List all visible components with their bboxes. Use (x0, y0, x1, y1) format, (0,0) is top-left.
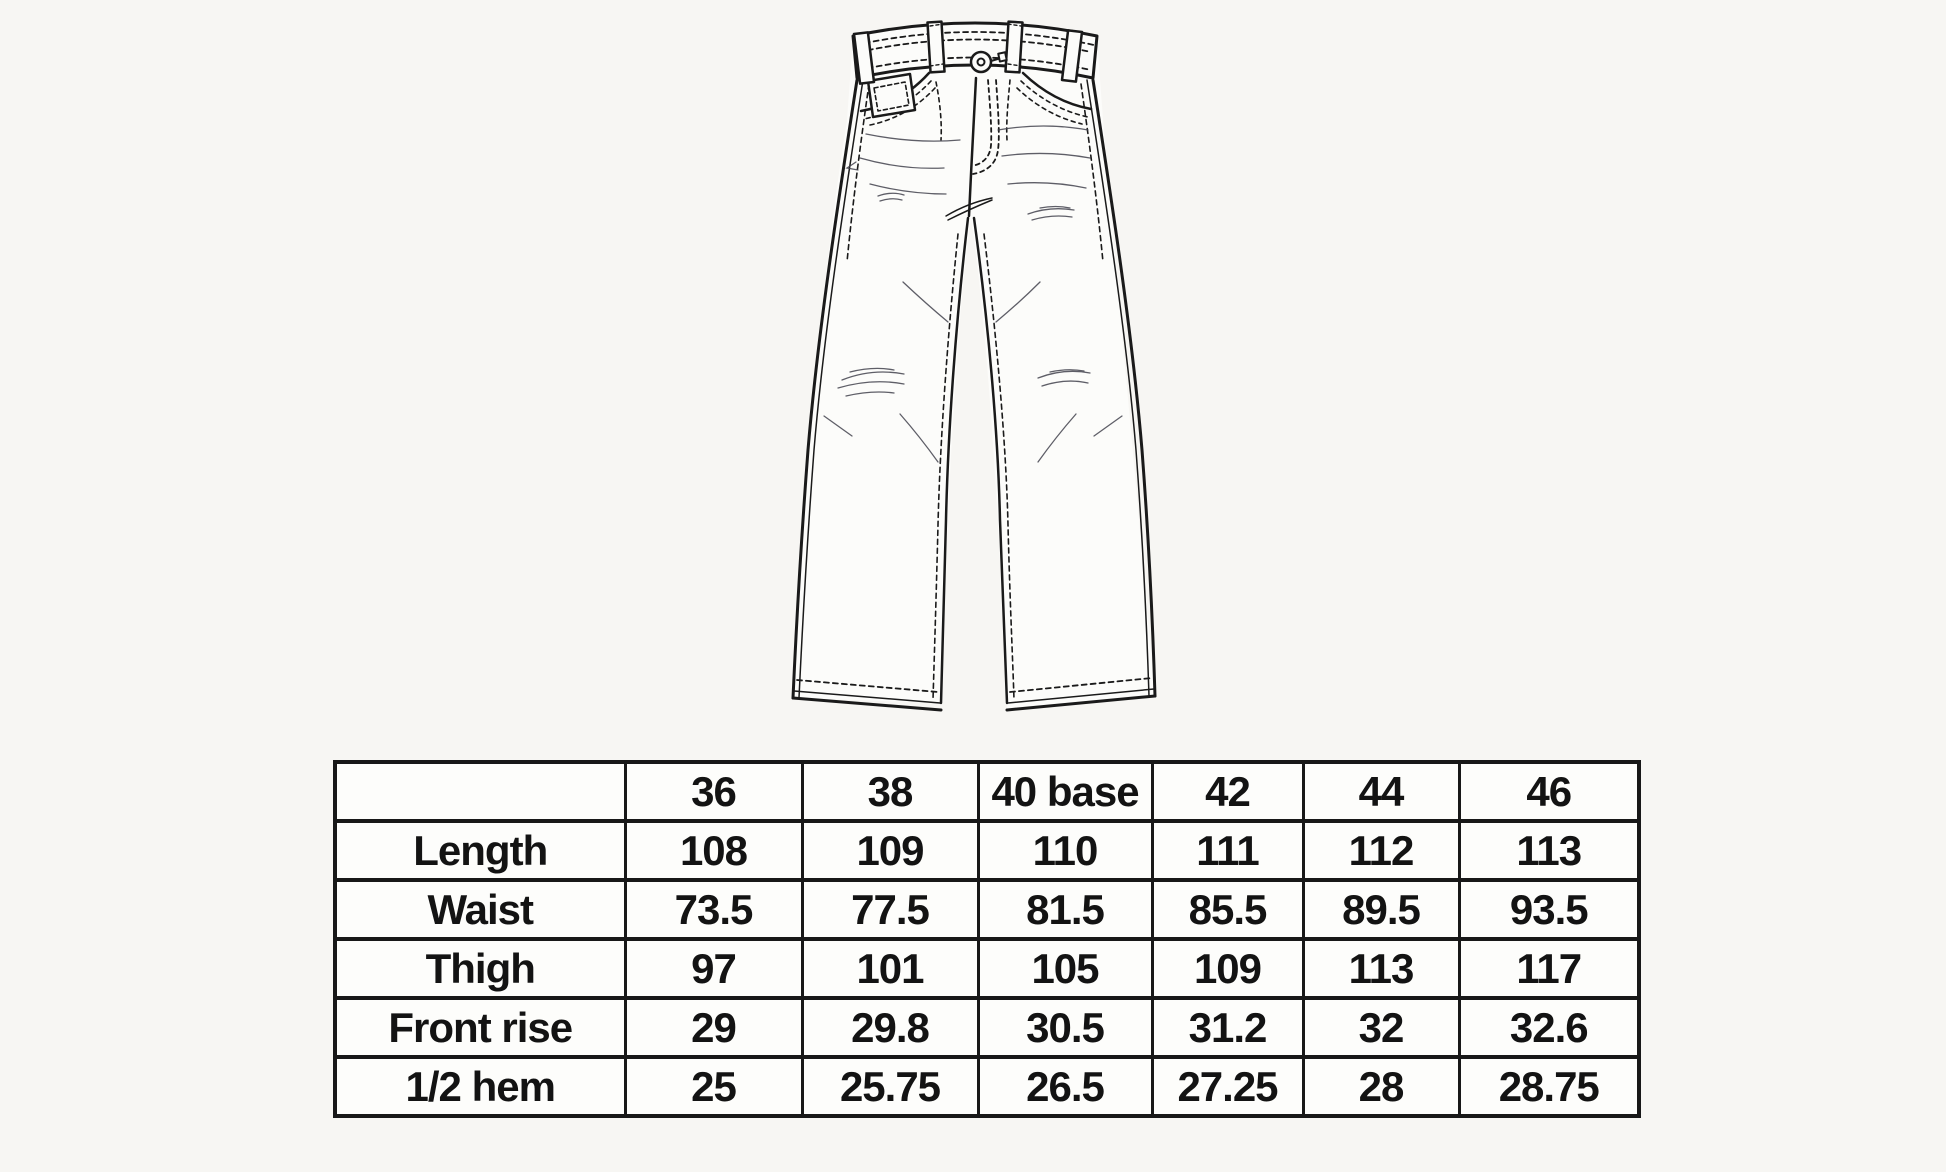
coin-pocket (866, 72, 917, 119)
table-row: Thigh 97 101 105 109 113 117 (333, 937, 1641, 1000)
row-label: Thigh (333, 937, 627, 1000)
size-column-header: 44 (1301, 760, 1461, 823)
crease-lines (823, 125, 1123, 463)
size-spec-table: 36 38 40 base 42 44 46 Length 108 109 11… (333, 760, 1641, 1118)
measure-cell: 101 (800, 937, 980, 1000)
measure-cell: 77.5 (800, 878, 980, 941)
measure-cell: 32.6 (1457, 996, 1641, 1059)
row-label: 1/2 hem (333, 1055, 627, 1118)
measure-cell: 113 (1457, 819, 1641, 882)
size-column-header: 46 (1457, 760, 1641, 823)
corner-cell (333, 760, 627, 823)
measure-cell: 29 (623, 996, 804, 1059)
table-row: Front rise 29 29.8 30.5 31.2 32 32.6 (333, 996, 1641, 1059)
measure-cell: 105 (976, 937, 1154, 1000)
table-row: Length 108 109 110 111 112 113 (333, 819, 1641, 882)
measure-cell: 31.2 (1150, 996, 1305, 1059)
measure-cell: 81.5 (976, 878, 1154, 941)
measure-cell: 109 (1150, 937, 1305, 1000)
measure-cell: 108 (623, 819, 804, 882)
measure-cell: 112 (1301, 819, 1461, 882)
size-column-header: 38 (800, 760, 980, 823)
belt-loops (852, 20, 1084, 85)
measure-cell: 89.5 (1301, 878, 1461, 941)
measure-cell: 73.5 (623, 878, 804, 941)
measure-cell: 25.75 (800, 1055, 980, 1118)
measure-cell: 111 (1150, 819, 1305, 882)
table-row: 1/2 hem 25 25.75 26.5 27.25 28 28.75 (333, 1055, 1641, 1118)
jeans-flat-sketch (791, 20, 1157, 712)
measure-cell: 26.5 (976, 1055, 1154, 1118)
measure-cell: 28 (1301, 1055, 1461, 1118)
measure-cell: 93.5 (1457, 878, 1641, 941)
size-column-header: 36 (623, 760, 804, 823)
jeans-flat-sketch-svg (791, 20, 1157, 712)
measure-cell: 113 (1301, 937, 1461, 1000)
row-label: Front rise (333, 996, 627, 1059)
measure-cell: 117 (1457, 937, 1641, 1000)
measure-cell: 110 (976, 819, 1154, 882)
size-column-header: 42 (1150, 760, 1305, 823)
row-label: Waist (333, 878, 627, 941)
measure-cell: 85.5 (1150, 878, 1305, 941)
measure-cell: 27.25 (1150, 1055, 1305, 1118)
table-header-row: 36 38 40 base 42 44 46 (333, 760, 1641, 823)
table-row: Waist 73.5 77.5 81.5 85.5 89.5 93.5 (333, 878, 1641, 941)
measure-cell: 25 (623, 1055, 804, 1118)
size-column-header: 40 base (976, 760, 1154, 823)
measure-cell: 32 (1301, 996, 1461, 1059)
measure-cell: 28.75 (1457, 1055, 1641, 1118)
row-label: Length (333, 819, 627, 882)
measure-cell: 109 (800, 819, 980, 882)
jeans-silhouette (793, 25, 1155, 710)
waist-button (969, 50, 1008, 74)
measure-cell: 97 (623, 937, 804, 1000)
measure-cell: 29.8 (800, 996, 980, 1059)
measure-cell: 30.5 (976, 996, 1154, 1059)
